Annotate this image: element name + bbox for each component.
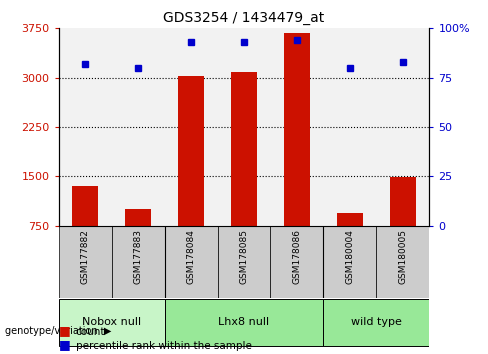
Text: GSM178084: GSM178084 [186,229,196,284]
Title: GDS3254 / 1434479_at: GDS3254 / 1434479_at [163,11,325,24]
Bar [390,177,416,226]
FancyBboxPatch shape [218,226,270,298]
FancyBboxPatch shape [59,226,112,298]
Bar [270,28,324,226]
Bar [284,33,310,226]
Bar [59,28,112,226]
Bar [164,28,218,226]
Bar [337,213,363,226]
Text: wild type: wild type [351,317,402,327]
FancyBboxPatch shape [376,226,429,298]
FancyBboxPatch shape [270,226,324,298]
Text: genotype/variation  ▶: genotype/variation ▶ [5,326,111,336]
Text: GSM178085: GSM178085 [240,229,248,284]
Bar [72,186,98,226]
Bar [231,72,257,226]
Text: GSM177883: GSM177883 [134,229,142,284]
Text: Nobox null: Nobox null [82,317,141,327]
Text: Lhx8 null: Lhx8 null [219,317,269,327]
Bar [112,28,164,226]
Bar [218,28,270,226]
Bar [125,209,151,226]
FancyBboxPatch shape [164,298,324,346]
Text: percentile rank within the sample: percentile rank within the sample [76,341,251,351]
FancyBboxPatch shape [59,298,164,346]
Text: GSM180004: GSM180004 [346,229,354,284]
Bar [376,28,429,226]
Text: GSM177882: GSM177882 [81,229,90,284]
FancyBboxPatch shape [164,226,218,298]
Bar [178,76,204,226]
FancyBboxPatch shape [324,298,429,346]
Text: GSM180005: GSM180005 [398,229,407,284]
Text: ■: ■ [59,338,70,351]
Text: GSM178086: GSM178086 [292,229,302,284]
Bar [324,28,376,226]
Text: ■: ■ [59,324,70,337]
FancyBboxPatch shape [112,226,164,298]
Text: count: count [76,327,105,337]
FancyBboxPatch shape [324,226,376,298]
